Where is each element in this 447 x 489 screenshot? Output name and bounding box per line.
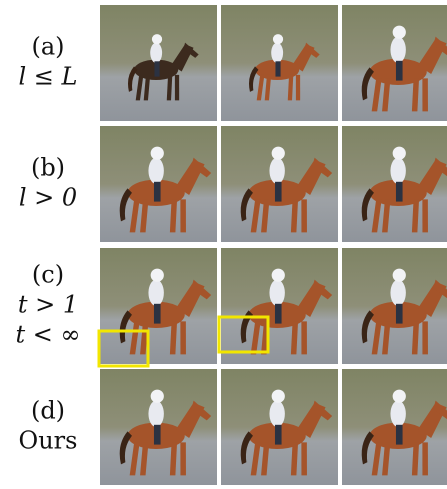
image-cell <box>221 369 338 485</box>
image-cell <box>342 126 447 242</box>
horse-leg <box>180 442 186 475</box>
row-condition: Ours <box>19 427 78 455</box>
rider-leg <box>275 425 282 445</box>
rider <box>269 280 284 306</box>
rider-leg <box>154 304 161 324</box>
horse-leg <box>422 442 428 475</box>
rider-leg <box>396 182 403 202</box>
rider <box>148 158 163 184</box>
image-cell <box>100 5 217 121</box>
helmet <box>152 34 162 44</box>
rider <box>390 401 405 427</box>
rider <box>148 401 163 427</box>
horse-leg <box>422 199 428 232</box>
rider-leg <box>396 425 403 445</box>
helmet <box>393 147 406 160</box>
horse-leg <box>422 321 428 354</box>
horse-leg <box>301 442 307 475</box>
rider-leg <box>154 61 159 76</box>
row-label-id: (d) <box>31 397 65 425</box>
image-cell <box>342 369 447 485</box>
horse-leg <box>422 78 428 111</box>
rider <box>390 158 405 184</box>
image-cell <box>100 126 217 242</box>
row-condition: l ≤ L <box>19 63 78 91</box>
rider <box>269 158 284 184</box>
helmet <box>272 147 285 160</box>
row-label-id: (a) <box>31 33 64 61</box>
row-label-id: (b) <box>31 154 65 182</box>
rider-leg <box>275 61 280 76</box>
rider-leg <box>396 61 403 81</box>
row-label: (b)l > 0 <box>19 154 77 212</box>
row-condition: t < ∞ <box>15 321 80 349</box>
helmet <box>272 390 285 403</box>
image-cell <box>100 248 217 364</box>
rider-leg <box>396 304 403 324</box>
horse-leg <box>175 75 179 101</box>
helmet <box>151 390 164 403</box>
row-condition: t > 1 <box>18 291 78 319</box>
rider <box>271 43 283 63</box>
helmet <box>273 34 283 44</box>
row-label: (d)Ours <box>19 397 78 455</box>
helmet <box>151 269 164 282</box>
image-cell <box>342 5 447 121</box>
horse-leg <box>180 321 186 354</box>
horse-leg <box>296 75 300 101</box>
horse-leg <box>301 199 307 232</box>
row-label: (c)t > 1t < ∞ <box>15 261 80 349</box>
helmet <box>393 26 406 39</box>
rider-leg <box>275 182 282 202</box>
rider-leg <box>275 304 282 324</box>
row-label: (a)l ≤ L <box>19 33 78 91</box>
rider <box>390 37 405 63</box>
horse-leg <box>301 321 307 354</box>
rider <box>150 43 162 63</box>
helmet <box>272 269 285 282</box>
horse-leg <box>180 199 186 232</box>
image-cell <box>221 5 338 121</box>
helmet <box>393 269 406 282</box>
helmet <box>151 147 164 160</box>
rider-leg <box>154 425 161 445</box>
helmet <box>393 390 406 403</box>
row-label-id: (c) <box>32 261 64 289</box>
figure: (a)l ≤ L (b)l > 0 (c)t > 1t < ∞ (d)Ours <box>0 0 447 485</box>
rider <box>390 280 405 306</box>
image-cell <box>342 248 447 364</box>
row-condition: l > 0 <box>19 184 77 212</box>
rider <box>269 401 284 427</box>
rider-leg <box>154 182 161 202</box>
rider <box>148 280 163 306</box>
image-cell <box>221 126 338 242</box>
image-cell <box>100 369 217 485</box>
image-cell <box>221 248 338 364</box>
